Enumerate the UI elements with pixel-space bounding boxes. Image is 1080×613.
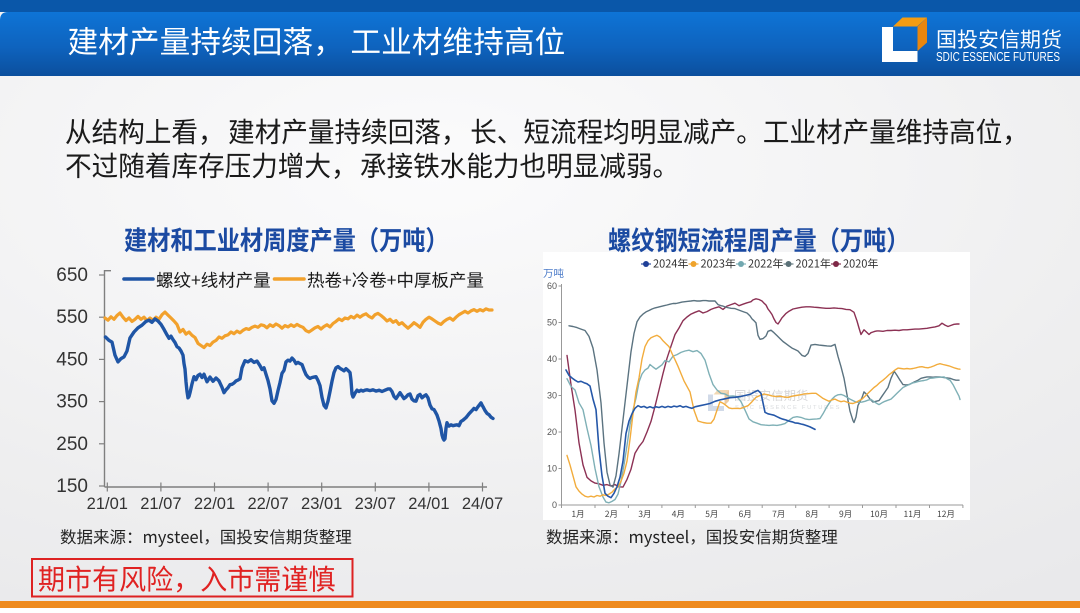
svg-text:SDIC ESSENCE FUTURES: SDIC ESSENCE FUTURES <box>936 50 1060 64</box>
svg-text:40: 40 <box>547 354 557 364</box>
svg-text:60: 60 <box>547 281 557 291</box>
svg-text:350: 350 <box>56 392 88 413</box>
svg-text:21/01: 21/01 <box>87 495 128 513</box>
svg-text:24/01: 24/01 <box>408 495 449 513</box>
svg-text:0: 0 <box>552 500 557 510</box>
svg-text:22/07: 22/07 <box>247 495 288 513</box>
svg-text:150: 150 <box>56 476 88 497</box>
svg-text:24/07: 24/07 <box>462 495 503 513</box>
svg-text:SDIC ESSENCE FUTURES: SDIC ESSENCE FUTURES <box>735 405 841 411</box>
svg-text:250: 250 <box>56 434 88 455</box>
svg-text:30: 30 <box>547 391 557 401</box>
svg-text:20: 20 <box>547 427 557 437</box>
svg-text:650: 650 <box>56 265 88 286</box>
svg-text:23/07: 23/07 <box>355 495 396 513</box>
svg-text:10: 10 <box>547 464 557 474</box>
svg-text:450: 450 <box>56 349 88 370</box>
svg-text:21/07: 21/07 <box>140 495 181 513</box>
svg-text:50: 50 <box>547 318 557 328</box>
svg-text:550: 550 <box>56 307 88 328</box>
svg-text:23/01: 23/01 <box>301 495 342 513</box>
svg-text:22/01: 22/01 <box>194 495 235 513</box>
